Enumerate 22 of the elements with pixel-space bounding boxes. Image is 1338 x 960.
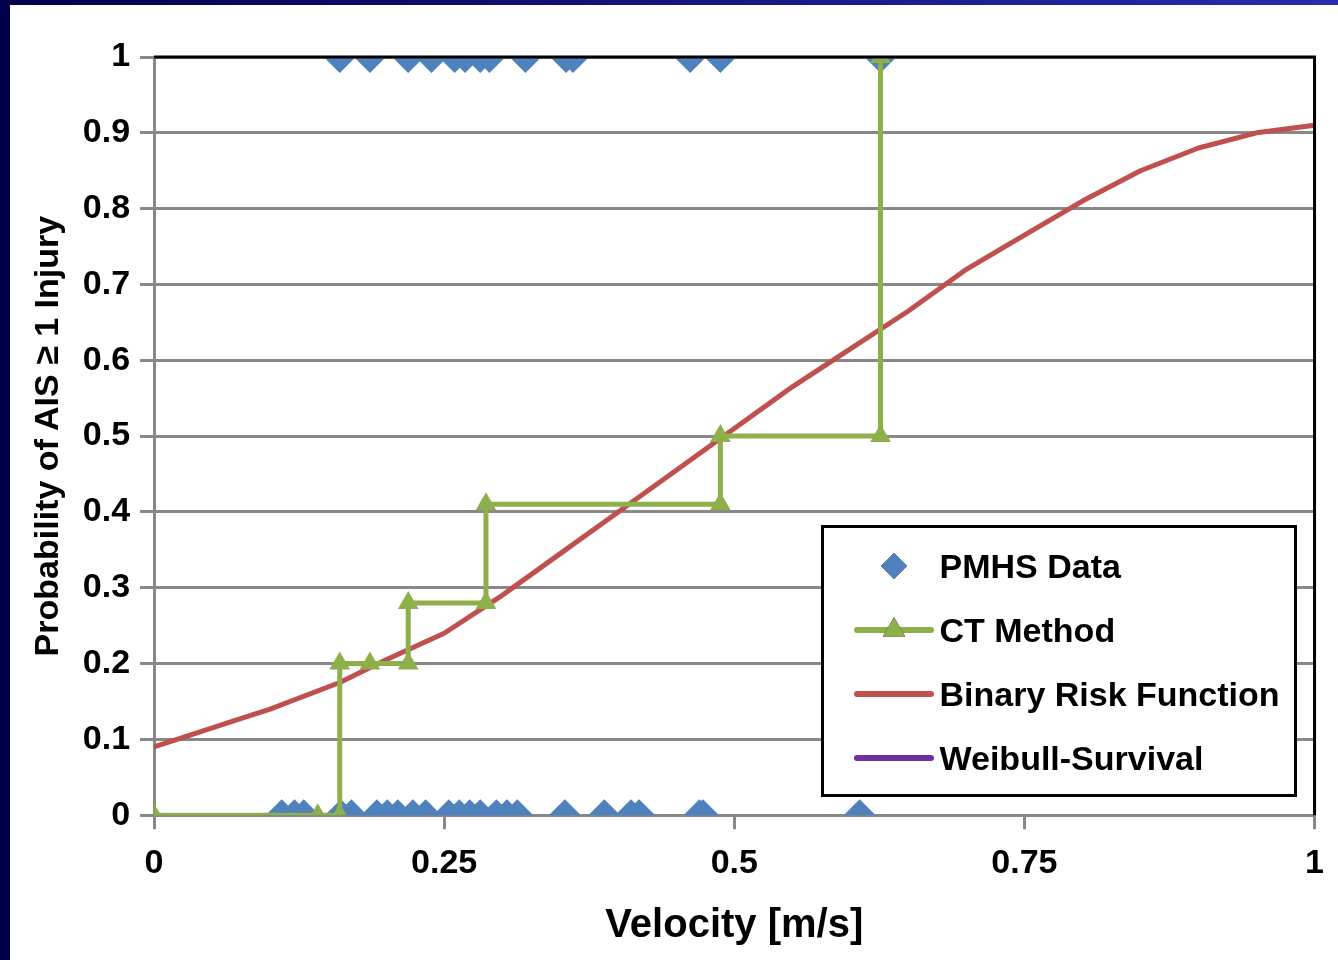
x-axis-title: Velocity [m/s] — [605, 901, 864, 946]
y-tick-label: 0.9 — [82, 111, 131, 150]
x-tick-label: 0 — [144, 841, 164, 880]
legend-label: CT Method — [939, 610, 1116, 650]
y-tick-label: 0.6 — [82, 338, 131, 377]
legend-label: Weibull-Survival — [939, 738, 1204, 778]
y-tick-label: 0.2 — [82, 641, 131, 680]
y-tick-label: 0.8 — [82, 187, 131, 226]
x-tick-label: 0.5 — [710, 841, 758, 880]
legend-label: PMHS Data — [939, 546, 1121, 586]
x-tick-label: 1 — [1305, 841, 1325, 880]
y-tick-label: 0.3 — [82, 566, 131, 605]
legend-label: Binary Risk Function — [939, 674, 1280, 714]
y-tick-label: 0.5 — [82, 414, 131, 453]
y-tick-label: 1 — [111, 35, 131, 74]
y-tick-label: 0.1 — [82, 717, 131, 756]
x-tick-label: 0.75 — [991, 841, 1058, 880]
y-axis-title: Probability of AIS ≥ 1 Injury — [26, 215, 65, 657]
x-tick-label: 0.25 — [411, 841, 478, 880]
y-tick-label: 0.4 — [82, 490, 131, 529]
y-tick-label: 0.7 — [82, 262, 131, 301]
y-tick-label: 0 — [111, 793, 131, 832]
